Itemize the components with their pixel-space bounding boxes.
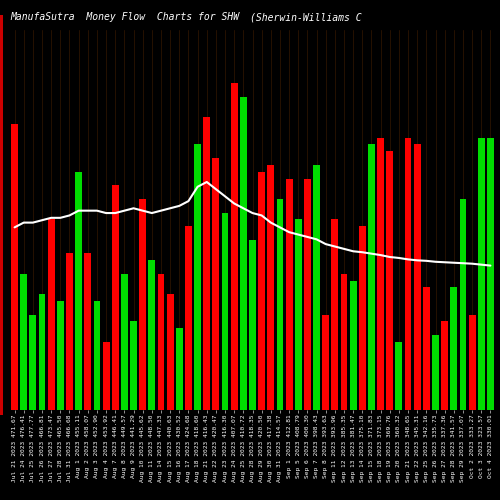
Bar (66, 254, 73, 410)
Text: (Sherwin-Williams C: (Sherwin-Williams C (250, 12, 362, 22)
Text: ManufaSutra  Money Flow  Charts for SHW: ManufaSutra Money Flow Charts for SHW (10, 12, 239, 22)
Bar (350, 280, 356, 410)
Bar (460, 199, 466, 410)
Bar (166, 294, 173, 410)
Bar (276, 199, 283, 410)
Bar (185, 226, 192, 410)
Bar (404, 138, 411, 410)
Bar (75, 172, 82, 410)
Bar (304, 178, 311, 410)
Bar (30, 314, 36, 410)
Bar (57, 301, 64, 410)
Bar (204, 117, 210, 410)
Bar (340, 274, 347, 410)
Bar (468, 314, 475, 410)
Bar (386, 152, 393, 410)
Bar (112, 186, 118, 410)
Bar (176, 328, 182, 410)
Bar (332, 220, 338, 410)
Bar (48, 220, 54, 410)
Bar (368, 144, 375, 410)
Bar (194, 144, 201, 410)
Bar (11, 124, 18, 410)
Bar (487, 138, 494, 410)
Bar (38, 294, 46, 410)
Bar (450, 288, 458, 410)
Bar (377, 138, 384, 410)
Bar (478, 138, 484, 410)
Bar (249, 240, 256, 410)
Bar (94, 301, 100, 410)
Bar (322, 314, 329, 410)
Bar (212, 158, 220, 410)
Bar (222, 212, 228, 410)
Bar (258, 172, 265, 410)
Bar (102, 342, 110, 410)
Bar (432, 335, 439, 410)
Bar (441, 322, 448, 410)
Bar (313, 165, 320, 410)
Bar (121, 274, 128, 410)
Bar (158, 274, 164, 410)
Bar (130, 322, 137, 410)
Bar (140, 199, 146, 410)
Bar (268, 165, 274, 410)
Bar (295, 220, 302, 410)
Bar (20, 274, 27, 410)
Bar (240, 97, 247, 410)
Bar (286, 178, 292, 410)
Bar (396, 342, 402, 410)
Bar (423, 288, 430, 410)
Bar (414, 144, 420, 410)
Bar (359, 226, 366, 410)
Bar (231, 83, 237, 410)
Bar (148, 260, 156, 410)
Bar (84, 254, 91, 410)
